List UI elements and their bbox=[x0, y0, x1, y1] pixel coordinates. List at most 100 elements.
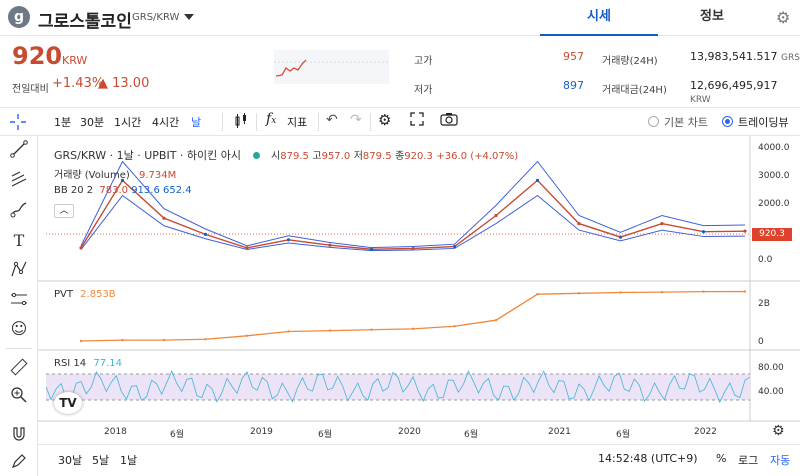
pvt-point bbox=[619, 291, 622, 294]
tradingview-label[interactable]: 트레이딩뷰 bbox=[738, 116, 789, 129]
undo-icon[interactable]: ↶ bbox=[326, 112, 338, 128]
price-tick: 3000.0 bbox=[758, 171, 790, 181]
pvt-label: PVT bbox=[54, 289, 73, 300]
price-point bbox=[120, 178, 125, 182]
bb-upper: 913.6 bbox=[131, 185, 160, 196]
zoom-in-icon[interactable] bbox=[8, 386, 30, 408]
settings-icon[interactable]: ⚙ bbox=[378, 111, 392, 129]
clock-time: 14:52:48 (UTC+9) bbox=[598, 452, 698, 465]
crosshair-icon[interactable] bbox=[10, 114, 26, 133]
legend-o-label: 시 bbox=[271, 151, 281, 162]
volume-label: 거래량(24H) bbox=[602, 56, 658, 67]
axis-settings-icon[interactable]: ⚙ bbox=[772, 423, 785, 439]
pvt-point bbox=[660, 290, 664, 294]
divider bbox=[222, 113, 223, 131]
magnet-icon[interactable] bbox=[8, 426, 30, 448]
basic-chart-label[interactable]: 기본 차트 bbox=[664, 116, 708, 129]
amount-label: 거래대금(24H) bbox=[602, 85, 667, 96]
pvt-point bbox=[328, 329, 332, 332]
bb-legend: BB 20 2 783.0 913.6 652.4 bbox=[54, 185, 192, 196]
pvt-point bbox=[453, 325, 456, 328]
divider bbox=[256, 113, 257, 131]
interval-1h[interactable]: 1시간 bbox=[114, 116, 142, 129]
tradingview-logo[interactable]: TV bbox=[54, 392, 82, 414]
change-label: 전일대비 bbox=[12, 84, 49, 95]
interval-1m[interactable]: 1분 bbox=[54, 116, 72, 129]
rsi-label: RSI 14 bbox=[54, 358, 87, 369]
tab-info[interactable]: 정보 bbox=[700, 9, 724, 24]
legend-l: 저879.5 bbox=[354, 151, 392, 162]
coin-logo: g bbox=[8, 6, 30, 28]
trend-line-icon[interactable] bbox=[8, 140, 30, 162]
fib-icon[interactable] bbox=[8, 170, 30, 192]
pencil-lock-icon[interactable] bbox=[8, 452, 30, 474]
bb-lower-line bbox=[80, 194, 746, 252]
price-point bbox=[286, 238, 291, 242]
pvt-point bbox=[743, 290, 747, 293]
camera-icon[interactable] bbox=[440, 112, 458, 129]
fullscreen-icon[interactable] bbox=[410, 112, 424, 129]
sparkline-path bbox=[275, 59, 307, 77]
chart-toolbar: 1분 30분 1시간 4시간 날 fx 지표 ↶ ↷ ⚙ 기본 차트 트레이딩뷰 bbox=[0, 107, 800, 136]
legend-h-label: 고 bbox=[312, 151, 322, 162]
amount-value: 12,696,495,917 KRW bbox=[690, 79, 800, 105]
x-tick: 2021 bbox=[548, 427, 571, 437]
legend-c: 종920.3 bbox=[395, 151, 433, 162]
price-point bbox=[328, 243, 332, 247]
emoji-icon[interactable]: ☺ bbox=[10, 319, 28, 338]
divider bbox=[318, 113, 319, 131]
measure-icon[interactable] bbox=[8, 290, 30, 312]
tab-market[interactable]: 시세 bbox=[540, 0, 658, 36]
ruler-icon[interactable] bbox=[8, 358, 30, 380]
log-toggle[interactable]: 로그 bbox=[738, 454, 759, 467]
pvt-point bbox=[121, 338, 124, 342]
redo-icon[interactable]: ↷ bbox=[350, 112, 362, 128]
legend-l-label: 저 bbox=[353, 151, 363, 162]
amount-number: 12,696,495,917 bbox=[690, 79, 778, 92]
price-tick: 4000.0 bbox=[758, 143, 790, 153]
price-point bbox=[162, 216, 166, 220]
bb-lower: 652.4 bbox=[163, 185, 192, 196]
pvt-tick: 0 bbox=[758, 337, 764, 347]
volume-legend-label: 거래량 (Volume) bbox=[54, 170, 130, 181]
indicator-button[interactable]: 지표 bbox=[287, 116, 308, 129]
gear-icon[interactable]: ⚙ bbox=[776, 8, 791, 27]
volume-legend: 거래량 (Volume) 9.734M bbox=[54, 166, 176, 181]
range-5d[interactable]: 5날 bbox=[92, 454, 110, 467]
bb-upper-line bbox=[80, 160, 746, 249]
x-tick: 6월 bbox=[318, 430, 333, 440]
x-tick: 2022 bbox=[694, 427, 717, 437]
legend-h-value: 957.0 bbox=[321, 151, 351, 162]
pvt-point bbox=[536, 293, 539, 296]
rsi-value: 77.14 bbox=[93, 358, 122, 369]
interval-1d[interactable]: 날 bbox=[191, 116, 202, 129]
chart-area[interactable]: GRS/KRW · 1날 · UPBIT · 하이킨 아시 시879.5 고95… bbox=[38, 136, 800, 476]
x-tick: 6월 bbox=[616, 430, 631, 440]
interval-4h[interactable]: 4시간 bbox=[152, 116, 180, 129]
legend-change: +36.0 (+4.07%) bbox=[436, 151, 519, 162]
price-point bbox=[203, 232, 208, 236]
legend-c-value: 920.3 bbox=[404, 151, 433, 162]
interval-30m[interactable]: 30분 bbox=[80, 116, 105, 129]
pvt-point bbox=[411, 327, 415, 331]
collapse-legend-icon[interactable]: ︿ bbox=[54, 204, 74, 218]
fx-icon[interactable]: fx bbox=[266, 111, 277, 127]
price-point bbox=[369, 247, 374, 251]
percent-toggle[interactable]: % bbox=[716, 452, 727, 465]
coin-name[interactable]: 그로스톨코인 bbox=[38, 12, 132, 32]
price-point bbox=[535, 178, 540, 182]
range-1d[interactable]: 1날 bbox=[120, 454, 138, 467]
basic-chart-radio[interactable] bbox=[648, 116, 659, 127]
brush-icon[interactable] bbox=[8, 200, 30, 222]
chart-svg[interactable] bbox=[38, 136, 800, 444]
text-icon[interactable]: T bbox=[13, 231, 25, 250]
pattern-icon[interactable] bbox=[8, 260, 30, 282]
price-point bbox=[743, 229, 747, 233]
auto-toggle[interactable]: 자동 bbox=[770, 454, 791, 467]
range-30d[interactable]: 30날 bbox=[58, 454, 83, 467]
tradingview-radio[interactable] bbox=[722, 116, 733, 127]
candle-type-icon[interactable] bbox=[234, 112, 248, 133]
price-point bbox=[660, 222, 664, 226]
price-point bbox=[79, 246, 83, 250]
chevron-down-icon[interactable] bbox=[184, 14, 194, 20]
